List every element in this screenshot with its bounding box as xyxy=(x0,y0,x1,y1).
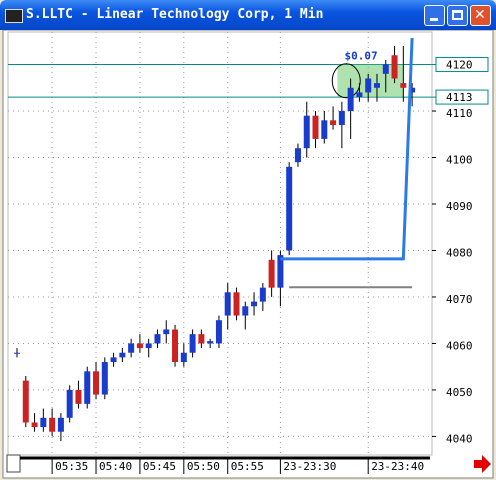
candle-body xyxy=(409,87,416,93)
scroll-box[interactable] xyxy=(6,454,21,473)
candle-body xyxy=(31,422,38,428)
candle-body xyxy=(22,380,29,423)
x-tick-label: 05:35 xyxy=(55,460,88,473)
candle-body xyxy=(356,92,363,98)
title-bar: S.LLTC - Linear Technology Corp, 1 Min ✕ xyxy=(0,0,496,30)
candle-body xyxy=(172,329,179,363)
y-tick-label: 4090 xyxy=(446,200,473,213)
candle-body xyxy=(180,352,187,363)
app-icon xyxy=(5,9,23,23)
price-label-box xyxy=(435,57,489,73)
y-tick-label: 4060 xyxy=(446,339,473,352)
candle-body xyxy=(84,371,91,404)
candle-body xyxy=(233,292,240,316)
candle-body xyxy=(294,148,301,163)
price-label-box xyxy=(435,89,489,105)
candle-body xyxy=(277,255,284,288)
candle-body xyxy=(338,111,345,125)
x-tick-label: 05:50 xyxy=(187,460,220,473)
y-tick-label: 4100 xyxy=(446,154,473,167)
candle-body xyxy=(145,343,152,349)
close-button[interactable]: ✕ xyxy=(470,5,491,26)
scroll-right-arrow[interactable] xyxy=(474,455,491,473)
candle-body xyxy=(189,334,196,353)
x-tick-label: 05:45 xyxy=(143,460,176,473)
candle-body xyxy=(303,115,310,149)
candle-body xyxy=(136,343,143,349)
marker-ellipse xyxy=(331,63,361,99)
measure-label: $0.07 xyxy=(344,50,377,63)
x-tick-label: 05:55 xyxy=(231,460,264,473)
candle-body xyxy=(49,417,56,432)
y-tick-label: 4080 xyxy=(446,246,473,259)
candle-body xyxy=(286,166,293,251)
candle-body xyxy=(215,320,222,344)
x-tick-label: 23-23:40 xyxy=(371,460,424,473)
candle-body xyxy=(400,83,407,88)
candle-body xyxy=(391,55,398,79)
y-tick-label: 4040 xyxy=(446,432,473,445)
minimize-button[interactable] xyxy=(424,5,445,26)
candle-body xyxy=(207,341,214,344)
x-tick-label: 23-23:30 xyxy=(283,460,336,473)
candle-body xyxy=(373,83,380,88)
y-tick-label: 4070 xyxy=(446,293,473,306)
candle-body xyxy=(40,417,47,428)
y-tick-label: 4110 xyxy=(446,107,473,120)
candle-body xyxy=(110,357,117,363)
candle-body xyxy=(330,120,337,125)
price-label: 4113 xyxy=(446,91,473,104)
candle-body xyxy=(75,389,82,404)
y-tick-label: 4050 xyxy=(446,386,473,399)
candle-body xyxy=(154,334,161,344)
window-title: S.LLTC - Linear Technology Corp, 1 Min xyxy=(26,7,324,22)
candle-body xyxy=(57,417,64,432)
candle-body xyxy=(93,371,100,395)
candle-body xyxy=(365,78,372,93)
candle-body xyxy=(198,334,205,344)
candle-body xyxy=(251,301,258,307)
chart: 4040 4050 4060 4070 4080 4090 4100 4110 05:35 05:… xyxy=(2,30,494,479)
candle-body xyxy=(128,343,135,353)
price-label: 4120 xyxy=(446,59,473,72)
trend-line xyxy=(280,37,414,261)
candle-body xyxy=(163,329,170,335)
candle-body xyxy=(14,352,20,354)
candle-body xyxy=(242,306,249,316)
candle-body xyxy=(259,287,266,302)
x-tick-label: 05:40 xyxy=(99,460,132,473)
candle-body xyxy=(321,120,328,139)
candle-body xyxy=(268,259,275,288)
candle-body xyxy=(66,389,73,418)
candle-body xyxy=(119,352,126,358)
candle-body xyxy=(224,292,231,316)
maximize-button[interactable] xyxy=(447,5,468,26)
candle-body xyxy=(347,87,354,112)
candle-body xyxy=(312,115,319,139)
candle-body xyxy=(382,64,389,74)
candle-body xyxy=(101,362,108,395)
